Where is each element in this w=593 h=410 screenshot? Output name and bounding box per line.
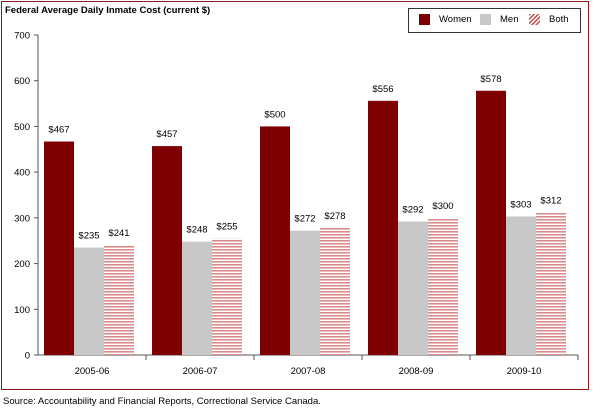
legend-swatch-both — [529, 14, 540, 25]
y-tick-label: 300 — [14, 213, 30, 224]
data-label: $467 — [48, 125, 69, 136]
data-label: $303 — [510, 199, 531, 210]
source-note: Source: Accountability and Financial Rep… — [3, 396, 321, 407]
data-label: $312 — [540, 195, 561, 206]
y-tick-label: 500 — [14, 122, 30, 133]
data-label: $292 — [402, 205, 423, 216]
bar-women — [368, 100, 398, 355]
y-tick-label: 0 — [25, 351, 30, 362]
y-tick-label: 400 — [14, 168, 30, 179]
data-label: $578 — [480, 74, 501, 85]
legend-item-women: Women — [419, 14, 472, 25]
chart-title: Federal Average Daily Inmate Cost (curre… — [5, 5, 211, 16]
data-label: $556 — [372, 84, 393, 95]
bar-women — [44, 141, 74, 355]
bar-women — [152, 146, 182, 355]
legend-label-both: Both — [549, 14, 569, 25]
bars — [44, 90, 566, 356]
legend-label-men: Men — [500, 14, 519, 25]
legend-label-women: Women — [439, 14, 472, 25]
legend-swatch-women — [419, 14, 430, 25]
x-tick-label: 2007-08 — [291, 366, 326, 377]
legend-swatch-men — [480, 14, 491, 25]
bar-chart: 0 100 200 300 400 500 600 700 2005-06 2006-07 2007… — [14, 31, 579, 377]
x-tick-label: 2005-06 — [75, 366, 110, 377]
x-tick-label: 2009-10 — [507, 366, 542, 377]
legend-item-men: Men — [480, 14, 518, 25]
data-label: $255 — [216, 221, 237, 232]
data-label: $457 — [156, 129, 177, 140]
y-tick-label: 200 — [14, 259, 30, 270]
bar-both — [104, 244, 134, 355]
data-label: $272 — [294, 214, 315, 225]
bar-both — [320, 227, 350, 355]
data-labels: $467 $235 $241 $457 $248 $255 $500 $272 $278 $556… — [48, 74, 561, 242]
bar-men — [506, 216, 536, 355]
bar-both — [428, 217, 458, 355]
x-tick-label: 2006-07 — [183, 366, 218, 377]
bar-men — [398, 221, 428, 355]
data-label: $500 — [264, 109, 285, 120]
bar-men — [182, 241, 212, 355]
y-tick-label: 700 — [14, 31, 30, 42]
bar-both — [212, 238, 242, 355]
data-label: $248 — [186, 225, 207, 236]
data-label: $235 — [78, 231, 99, 242]
bar-both — [536, 212, 566, 355]
bar-women — [260, 126, 290, 355]
bar-men — [290, 230, 320, 355]
bar-men — [74, 247, 104, 355]
legend: Women Men Both — [408, 8, 581, 33]
data-label: $300 — [432, 201, 453, 212]
data-label: $241 — [108, 228, 129, 239]
legend-item-both: Both — [529, 14, 569, 25]
bar-women — [476, 90, 506, 356]
data-label: $278 — [324, 211, 345, 222]
y-tick-label: 100 — [14, 305, 30, 316]
y-tick-label: 600 — [14, 76, 30, 87]
x-tick-label: 2008-09 — [399, 366, 434, 377]
